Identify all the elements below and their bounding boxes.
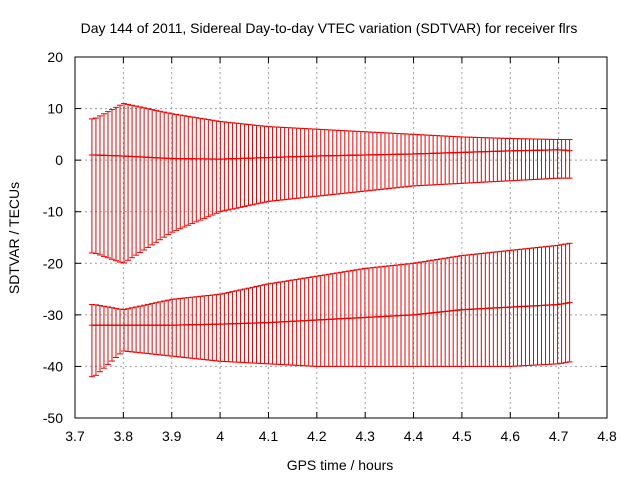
series-mean-line: [91, 301, 570, 326]
axis-ticks: 3.7 3.8 3.9 4 4.1 4.2 4.3 4.4 4.5 4.6 4.7 4.8 -50 -40…: [43, 49, 617, 444]
x-tick-label: 4.6: [501, 428, 521, 444]
x-axis-label: GPS time / hours: [287, 457, 394, 473]
x-tick-label: 3.8: [114, 428, 134, 444]
x-tick-label: 4.8: [597, 428, 617, 444]
y-tick-label: 0: [55, 152, 63, 168]
chart-title: Day 144 of 2011, Sidereal Day-to-day VTE…: [81, 20, 578, 36]
x-tick-label: 4.5: [452, 428, 472, 444]
y-tick-label: 10: [47, 101, 63, 117]
series-mean-line: [91, 149, 570, 160]
plot-frame: [74, 56, 608, 419]
y-tick-label: -40: [43, 358, 63, 374]
x-tick-label: 4.2: [307, 428, 327, 444]
x-tick-label: 3.9: [162, 428, 182, 444]
y-tick-label: -30: [43, 307, 63, 323]
y-axis-label: SDTVAR / TECUs: [6, 182, 22, 294]
x-tick-label: 4.3: [355, 428, 375, 444]
x-tick-label: 4.7: [549, 428, 569, 444]
x-tick-label: 4.4: [404, 428, 424, 444]
x-tick-label: 4.1: [259, 428, 279, 444]
y-tick-label: 20: [47, 49, 63, 65]
x-tick-label: 4: [216, 428, 224, 444]
series-2: [88, 242, 573, 378]
plot-area: [88, 103, 573, 378]
y-tick-label: -20: [43, 255, 63, 271]
series-1: [88, 103, 573, 264]
y-tick-label: -10: [43, 204, 63, 220]
x-tick-label: 3.7: [65, 428, 85, 444]
y-tick-label: -50: [43, 410, 63, 426]
